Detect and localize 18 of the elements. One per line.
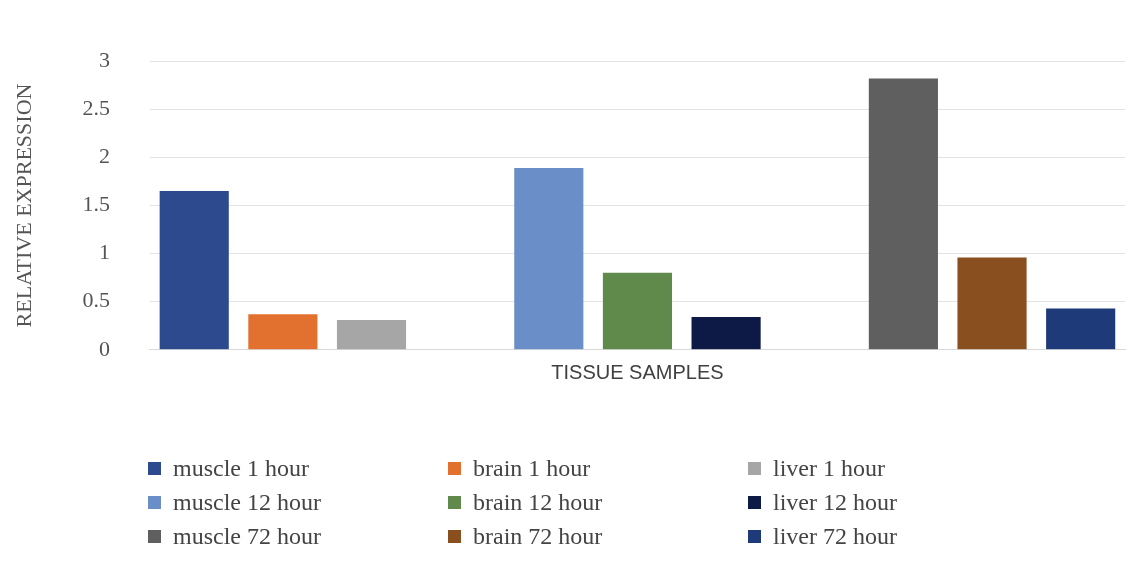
legend-label: liver 72 hour bbox=[773, 522, 897, 550]
y-tick-label: 3 bbox=[98, 46, 110, 72]
y-tick-label: 0 bbox=[98, 335, 110, 361]
y-tick-label: 1 bbox=[98, 239, 110, 265]
y-tick-label: 1.5 bbox=[82, 191, 110, 217]
legend-label: muscle 72 hour bbox=[173, 522, 321, 550]
y-tick-label: 0.5 bbox=[82, 287, 110, 313]
legend-label: muscle 12 hour bbox=[173, 488, 321, 516]
legend-label: brain 1 hour bbox=[473, 454, 591, 482]
y-tick-label: 2.5 bbox=[82, 95, 110, 121]
legend-label: liver 12 hour bbox=[773, 488, 897, 516]
legend-label: brain 72 hour bbox=[473, 522, 603, 550]
legend-label: liver 1 hour bbox=[773, 454, 885, 482]
y-tick-label: 2 bbox=[98, 143, 110, 169]
legend-label: muscle 1 hour bbox=[173, 454, 309, 482]
legend-label: brain 12 hour bbox=[473, 488, 603, 516]
y-axis-title: RELATIVE EXPRESSION bbox=[10, 83, 36, 328]
x-axis-title: TISSUE SAMPLES bbox=[551, 361, 724, 384]
